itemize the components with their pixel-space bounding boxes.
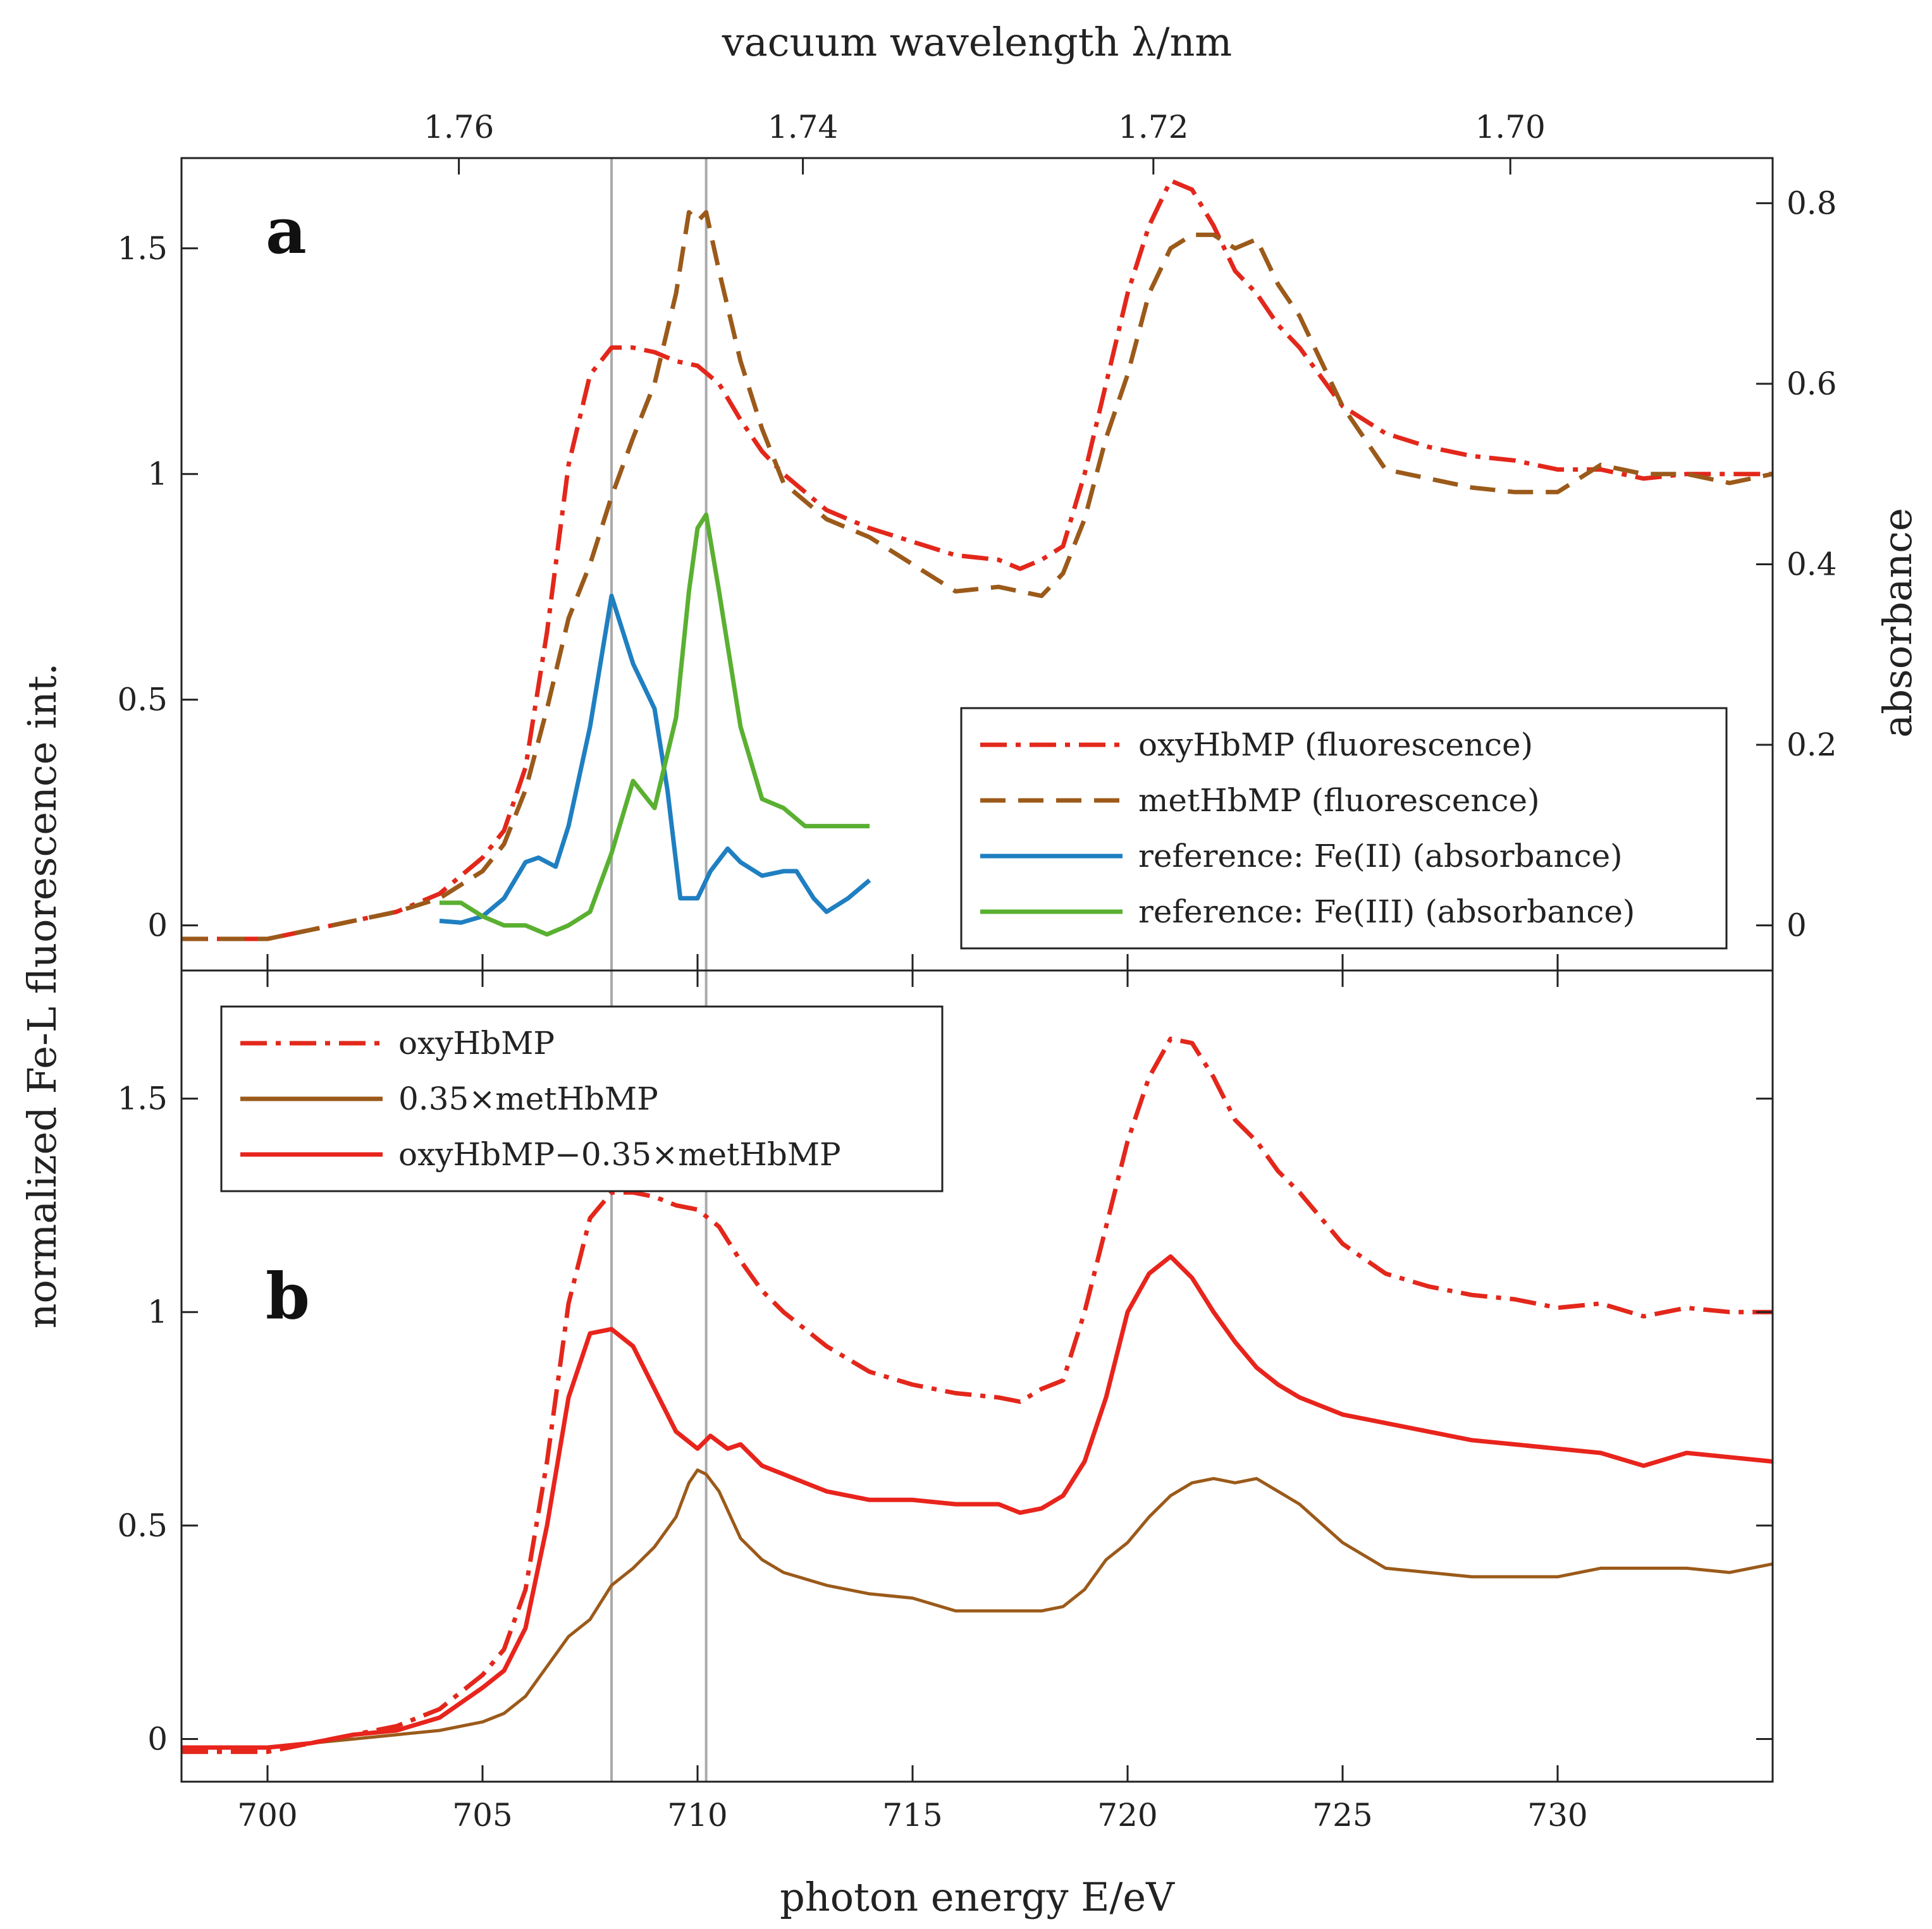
panel-b: 0 0.5 1 1.5 700 705 710 715 720 725 730 b oxyHbMP 0.3…	[117, 969, 1774, 1834]
panel-letter: b	[266, 1259, 310, 1333]
legend: oxyHbMP 0.35×metHbMP oxyHbMP−0.35×metHbMP	[220, 1005, 944, 1192]
y-tick-label: 0.5	[117, 682, 168, 718]
x-tick-label: 710	[667, 1797, 727, 1834]
y-tick-label: 1	[147, 456, 168, 493]
panel-a: 0 0.5 1 1.5 0 0.2 0.4 0.6 0.8 1.76 1.74 1.72 1.70 a ox…	[117, 109, 1837, 972]
top-axis-title: vacuum wavelength λ/nm	[722, 19, 1232, 65]
y-tick-label: 1.5	[117, 230, 168, 267]
legend-label: reference: Fe(II) (absorbance)	[1138, 838, 1623, 874]
right-y-tick-label: 0	[1787, 907, 1807, 944]
right-y-tick-label: 0.8	[1787, 185, 1837, 221]
x-tick-label: 715	[882, 1797, 942, 1834]
right-axis-title: absorbance	[1874, 508, 1921, 737]
plot-frame	[180, 969, 1774, 1783]
legend-box	[960, 707, 1728, 950]
series-line-fe2	[439, 594, 871, 925]
x-tick-label: 730	[1527, 1797, 1587, 1834]
right-y-tick-label: 0.2	[1787, 726, 1837, 763]
series-line-diff	[182, 1254, 1773, 1750]
legend-label: oxyHbMP−0.35×metHbMP	[398, 1136, 841, 1173]
panel-letter: a	[266, 193, 307, 268]
y-tick-label: 0	[147, 1720, 168, 1757]
legend-label: 0.35×metHbMP	[398, 1081, 658, 1117]
legend-label: oxyHbMP	[398, 1025, 555, 1062]
top-tick-label: 1.70	[1475, 109, 1546, 145]
x-axis-title: photon energy E/eV	[780, 1874, 1175, 1920]
x-tick-label: 700	[237, 1797, 297, 1834]
x-tick-label: 705	[452, 1797, 512, 1834]
top-tick-label: 1.72	[1118, 109, 1188, 145]
x-tick-label: 725	[1312, 1797, 1372, 1834]
top-tick-label: 1.76	[424, 109, 494, 145]
top-axis-title-text: vacuum wavelength λ/nm	[722, 19, 1232, 65]
legend-label: oxyHbMP (fluorescence)	[1138, 726, 1533, 763]
legend: oxyHbMP (fluorescence) metHbMP (fluoresce…	[960, 707, 1728, 950]
series-line-met	[182, 210, 1773, 941]
series-line-fe3	[440, 512, 870, 937]
y-tick-label: 0	[147, 907, 168, 944]
y-tick-label: 1.5	[117, 1081, 168, 1117]
y-tick-label: 1	[147, 1294, 168, 1330]
y-axis-title: normalized Fe-L fluorescence int.	[19, 663, 65, 1329]
top-tick-label: 1.74	[768, 109, 838, 145]
series-line-met	[182, 1468, 1773, 1749]
y-tick-label: 0.5	[117, 1507, 168, 1544]
right-y-tick-label: 0.4	[1787, 546, 1837, 583]
series-line-oxy	[182, 1036, 1773, 1754]
series-line-oxy	[182, 178, 1773, 941]
right-y-tick-label: 0.6	[1787, 365, 1837, 402]
legend-label: metHbMP (fluorescence)	[1138, 782, 1540, 819]
legend-label: reference: Fe(III) (absorbance)	[1138, 893, 1635, 930]
x-tick-label: 720	[1097, 1797, 1157, 1834]
